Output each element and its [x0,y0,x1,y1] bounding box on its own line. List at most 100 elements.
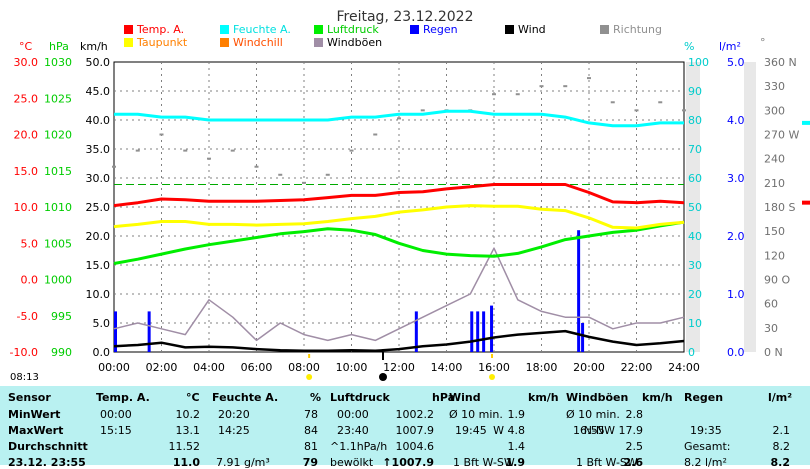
direction-tick-label: 150 [764,225,785,238]
time-tick-label: 18:00 [526,361,558,374]
direction-point [682,109,686,112]
humidity-current-marker [802,120,810,125]
direction-point [325,173,330,176]
wind-tick-label: 30.0 [86,172,111,185]
table-row-label: 23.12. 23:55 [8,456,86,469]
table-row-label: MinWert [8,408,61,421]
humidity-tick-label: 10 [688,317,702,330]
table-header: hPa [432,391,456,404]
table-cell: 16:55 [573,424,605,437]
rain-bar [147,311,151,352]
humidity-axis-band [686,62,700,352]
table-cell: 14:25 [218,424,250,437]
table-cell: 78 [304,408,318,421]
legend-swatch [600,25,609,34]
temp-tick-label: -5.0 [17,310,38,323]
table-cell: 8.2 [772,440,791,453]
pressure-tick-label: 1005 [44,237,72,250]
temperature-line [113,183,685,208]
rain-bar [577,230,581,352]
temp-tick-label: 25.0 [14,92,39,105]
wind-tick-label: 45.0 [86,85,111,98]
pressure-tick-label: 1015 [44,165,72,178]
humidity-tick-label: 30 [688,259,702,272]
table-cell: 2.5 [625,440,644,453]
temp-tick-label: 15.0 [14,165,39,178]
legend-swatch [124,25,133,34]
pressure-tick-label: 990 [51,346,72,359]
direction-axis-band [744,62,756,352]
rain-bar [470,311,474,352]
pressure-tick-label: 1025 [44,92,72,105]
temperature-current-marker [802,200,810,205]
table-cell: 11.52 [168,440,201,453]
legend-label: Temp. A. [136,23,184,36]
table-cell: 1.9 [505,456,526,469]
pressure-tick-label: 1000 [44,274,72,287]
table-cell: 13.1 [175,424,201,437]
table-cell: 11.0 [172,456,200,469]
sun-icon [489,374,496,380]
temp-axis-unit: °C [19,40,33,53]
direction-point [254,165,259,168]
table-cell: 23:40 [337,424,369,437]
humidity-tick-label: 20 [688,288,702,301]
table-cell: 1002.2 [395,408,435,421]
table-header: Regen [684,391,724,404]
table-header: km/h [642,391,673,404]
rain-bar [482,311,486,352]
wind-tick-label: 50.0 [86,56,111,69]
direction-axis-unit: ° [760,36,766,49]
direction-point [207,157,211,160]
pressure-axis-unit: hPa [49,40,69,53]
direction-tick-label: 60 [764,298,778,311]
gust-line [113,247,685,342]
legend-label: Regen [423,23,458,36]
direction-point [302,181,306,184]
pressure-tick-label: 995 [51,310,72,323]
wind-tick-label: 15.0 [86,259,111,272]
dewpoint-line [113,204,685,230]
direction-point [349,149,354,152]
wind-tick-label: 0.0 [93,346,111,359]
humidity-line [114,109,684,128]
direction-point [373,133,378,136]
legend-label: Windböen [327,36,382,49]
rain-bar [490,305,494,352]
direction-point [587,77,591,80]
legend-label: Taupunkt [136,36,188,49]
table-cell: 19:45 [455,424,487,437]
rain-bar [414,311,418,352]
wind-tick-label: 5.0 [93,317,111,330]
direction-tick-label: 300 [764,104,785,117]
pressure-line [113,220,685,265]
table-cell: 2.1 [772,424,791,437]
table-cell: 84 [304,424,318,437]
legend-swatch [505,25,514,34]
table-cell: 2.8 [625,408,644,421]
legend-swatch [124,38,133,47]
time-tick-label: 12:00 [383,361,415,374]
statistics-table: Sensor Temp. A. °C Feuchte A.% Luftdruck hPa W… [0,386,810,469]
direction-point [610,101,615,104]
direction-tick-label: 90 O [764,274,790,287]
rain-tick-label: 5.0 [727,56,745,69]
table-cell: 10.2 [175,408,201,421]
table-cell: ^1.1hPa/h [330,440,388,453]
table-cell: 1007.9 [395,424,435,437]
rain-tick-label: 3.0 [727,172,745,185]
direction-point [420,109,425,112]
temp-tick-label: 0.0 [21,274,39,287]
table-header: % [310,391,322,404]
table-cell: Ø 10 min. [566,408,620,421]
time-tick-label: 06:00 [241,361,273,374]
direction-tick-label: 270 W [764,129,799,142]
table-cell: 19:35 [690,424,722,437]
table-cell: 81 [304,440,318,453]
humidity-tick-label: 50 [688,201,702,214]
table-cell: 8.2 [770,456,791,469]
legend-label: Windchill [233,36,283,49]
humidity-axis-unit: % [684,40,694,53]
time-tick-label: 04:00 [193,361,225,374]
legend-label: Richtung [613,23,662,36]
